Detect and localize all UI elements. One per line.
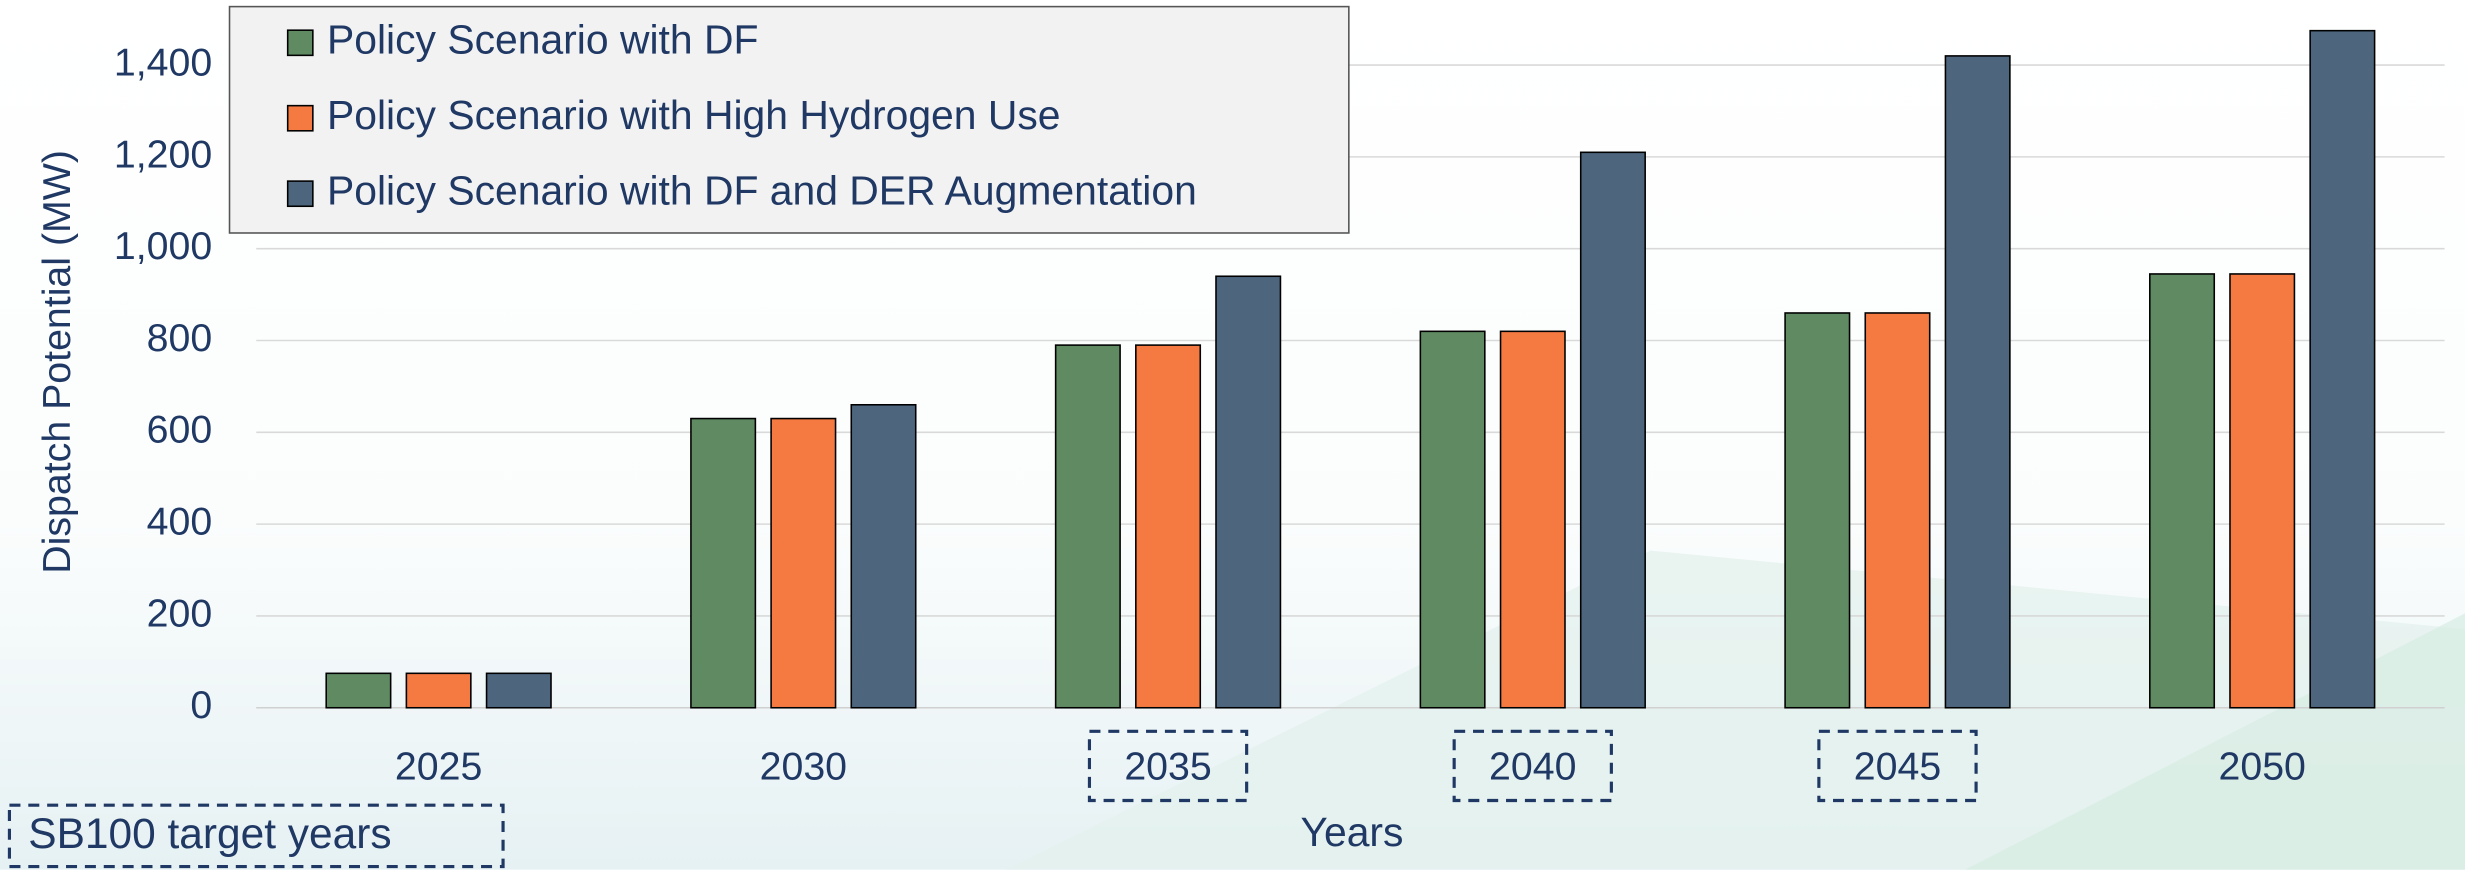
x-tick-label: 2025 bbox=[395, 744, 482, 788]
background-shape bbox=[1006, 550, 2465, 870]
bar bbox=[1135, 344, 1202, 709]
legend-box bbox=[228, 5, 1350, 234]
highlight-box bbox=[1452, 729, 1613, 803]
bar bbox=[1784, 312, 1851, 709]
bar bbox=[1579, 151, 1646, 709]
y-tick-label: 1,400 bbox=[114, 40, 212, 84]
bar bbox=[2309, 29, 2376, 709]
y-tick-label: 1,200 bbox=[114, 132, 212, 176]
bar bbox=[1864, 312, 1931, 709]
legend-swatch bbox=[286, 180, 314, 208]
x-tick-label: 2050 bbox=[2218, 744, 2305, 788]
bar bbox=[850, 403, 917, 709]
annotation: SB100 target years bbox=[28, 810, 391, 857]
y-tick-label: 0 bbox=[190, 683, 212, 727]
legend-swatch bbox=[286, 104, 314, 132]
annotation-box bbox=[7, 803, 505, 869]
bar bbox=[1944, 55, 2011, 709]
y-tick-label: 1,000 bbox=[114, 224, 212, 268]
bar bbox=[690, 417, 757, 709]
legend-swatch bbox=[286, 29, 314, 57]
bar bbox=[405, 672, 472, 709]
y-tick-label: 600 bbox=[147, 408, 213, 452]
highlight-box bbox=[1087, 729, 1249, 803]
x-axis-label: Years bbox=[1300, 809, 1403, 855]
bar bbox=[2229, 273, 2296, 709]
x-tick-label: 2030 bbox=[760, 744, 847, 788]
x-tick-label: 2040 bbox=[1489, 744, 1576, 788]
bar bbox=[1054, 344, 1121, 709]
y-tick-label: 200 bbox=[147, 591, 213, 635]
bar bbox=[325, 672, 392, 709]
y-axis-label: Dispatch Potential (MW) bbox=[35, 150, 79, 574]
legend-label: Policy Scenario with High Hydrogen Use bbox=[327, 92, 1061, 138]
y-tick-label: 800 bbox=[147, 316, 213, 360]
x-tick-label: 2035 bbox=[1124, 744, 1211, 788]
legend-label: Policy Scenario with DF bbox=[327, 17, 758, 63]
legend-label: Policy Scenario with DF and DER Augmenta… bbox=[327, 167, 1197, 213]
y-tick-label: 400 bbox=[147, 500, 213, 544]
x-tick-label: 2045 bbox=[1854, 744, 1941, 788]
bar bbox=[1499, 330, 1566, 709]
bar bbox=[2149, 273, 2216, 709]
highlight-box bbox=[1817, 729, 1978, 803]
bar bbox=[1215, 275, 1282, 709]
bar bbox=[485, 672, 552, 709]
bar bbox=[1419, 330, 1486, 709]
bar bbox=[770, 417, 837, 709]
